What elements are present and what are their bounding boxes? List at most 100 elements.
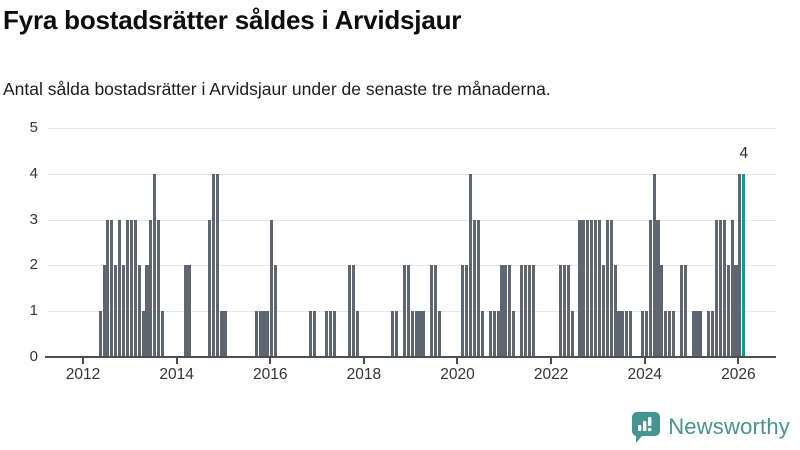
bar [672, 311, 676, 356]
bar [531, 265, 535, 356]
bar [188, 265, 192, 356]
bar [508, 265, 512, 356]
bar [644, 311, 648, 356]
bar [625, 311, 629, 356]
bar [578, 219, 582, 356]
bar [352, 265, 356, 356]
bar [640, 311, 644, 356]
bar [586, 219, 590, 356]
x-axis-tick-label: 2018 [346, 366, 382, 383]
bar [102, 265, 106, 356]
bar [617, 311, 621, 356]
bar [157, 219, 161, 356]
bar [660, 265, 664, 356]
bar [414, 311, 418, 356]
bar [145, 265, 149, 356]
bar [496, 311, 500, 356]
bar [730, 219, 734, 356]
bar [652, 173, 656, 356]
x-axis-tick-mark [175, 358, 178, 364]
bar [430, 265, 434, 356]
bar [161, 311, 165, 356]
x-axis-tick-label: 2022 [533, 366, 569, 383]
bar [266, 311, 270, 356]
bar [477, 219, 481, 356]
x-axis-line [45, 356, 776, 358]
bar [679, 265, 683, 356]
x-axis-tick-label: 2014 [159, 366, 194, 383]
bar [133, 219, 137, 356]
bar [270, 219, 274, 356]
bar [348, 265, 352, 356]
bar [207, 219, 211, 356]
bar [734, 265, 738, 356]
gridline-y3 [48, 219, 776, 221]
bar [558, 265, 563, 356]
bar [722, 219, 726, 356]
bar [332, 311, 336, 356]
bar [691, 311, 695, 356]
bar [668, 311, 672, 356]
bar-value-annotation: 4 [739, 145, 749, 162]
bar [125, 219, 129, 356]
bar [153, 173, 157, 356]
bar [519, 265, 523, 356]
bar [629, 311, 633, 356]
bar [141, 311, 145, 356]
bar [223, 311, 227, 356]
bar [328, 311, 332, 356]
bar [149, 219, 153, 356]
bar [437, 311, 442, 356]
x-axis-tick-label: 2020 [440, 366, 475, 383]
bar [570, 311, 574, 356]
x-axis-tick-label: 2016 [252, 366, 288, 383]
newsworthy-bars-icon [632, 411, 661, 443]
bar [601, 265, 605, 356]
bar [699, 311, 703, 356]
bar [309, 311, 313, 356]
bar [465, 265, 469, 356]
bar [391, 311, 395, 356]
bar [402, 265, 406, 356]
bar [613, 265, 617, 356]
bar [695, 311, 699, 356]
chart-title: Fyra bostadsrätter såldes i Arvidsjaur [3, 5, 462, 35]
bar [738, 173, 742, 356]
bar [473, 219, 477, 356]
bar [274, 265, 278, 356]
gridline-y4 [48, 173, 776, 175]
bar [434, 265, 438, 356]
bar [258, 311, 262, 356]
bar [356, 311, 360, 356]
bar [609, 219, 613, 356]
bar [566, 265, 570, 356]
bar [500, 265, 504, 356]
bar [590, 219, 594, 356]
bar [504, 265, 508, 356]
bar [461, 265, 465, 356]
bar [512, 311, 516, 356]
bar [594, 219, 598, 356]
bar [582, 219, 586, 356]
bar [137, 265, 141, 356]
newsworthy-brand-text: Newsworthy [668, 414, 790, 439]
newsworthy-logo: Newsworthy [631, 410, 790, 444]
y-axis-tick-label: 0 [29, 348, 38, 365]
bar [488, 311, 492, 356]
x-axis-tick-mark [737, 358, 740, 364]
bar [469, 173, 473, 356]
bar [527, 265, 531, 356]
bar [656, 219, 660, 356]
bar [110, 219, 114, 356]
x-axis-tick-mark [82, 358, 84, 364]
x-axis-tick-label: 2012 [65, 366, 101, 383]
bar [395, 311, 399, 356]
bar [664, 311, 668, 356]
bar [114, 265, 118, 356]
x-axis-tick-mark [269, 358, 272, 364]
bar [726, 265, 730, 356]
bar [714, 219, 719, 356]
bar [215, 173, 219, 356]
x-axis-tick-mark [456, 358, 459, 364]
